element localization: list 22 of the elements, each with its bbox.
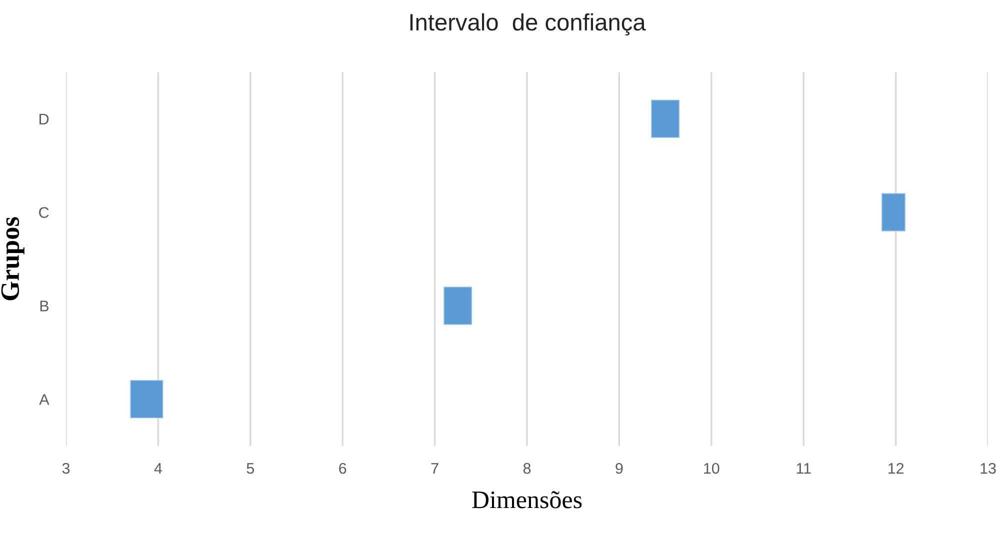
x-tick-label: 9 <box>616 462 623 474</box>
x-tick-label: 11 <box>796 463 811 474</box>
x-tick-label: 13 <box>980 462 996 474</box>
x-tick-label: 12 <box>888 462 904 474</box>
y-tick-label: C <box>39 207 49 218</box>
x-tick-label: 10 <box>704 462 720 474</box>
x-tick-label: 5 <box>246 463 254 474</box>
chart-title: Intervalo de confiança <box>410 13 646 36</box>
x-tick-label: 3 <box>62 462 70 474</box>
bar <box>882 193 906 232</box>
x-tick-label: 8 <box>523 462 531 474</box>
x-tick-label: 4 <box>154 463 162 474</box>
x-tick-label: 7 <box>431 463 438 474</box>
y-tick-label: D <box>40 114 49 124</box>
y-tick-label: A <box>39 394 50 405</box>
x-axis-title: Dimensões <box>472 491 582 508</box>
bar <box>444 286 472 325</box>
y-tick-label: B <box>40 300 49 312</box>
bar <box>130 380 164 418</box>
bar <box>651 100 680 138</box>
y-axis-title: Grupos <box>1 217 24 300</box>
x-tick-label: 6 <box>339 462 346 474</box>
